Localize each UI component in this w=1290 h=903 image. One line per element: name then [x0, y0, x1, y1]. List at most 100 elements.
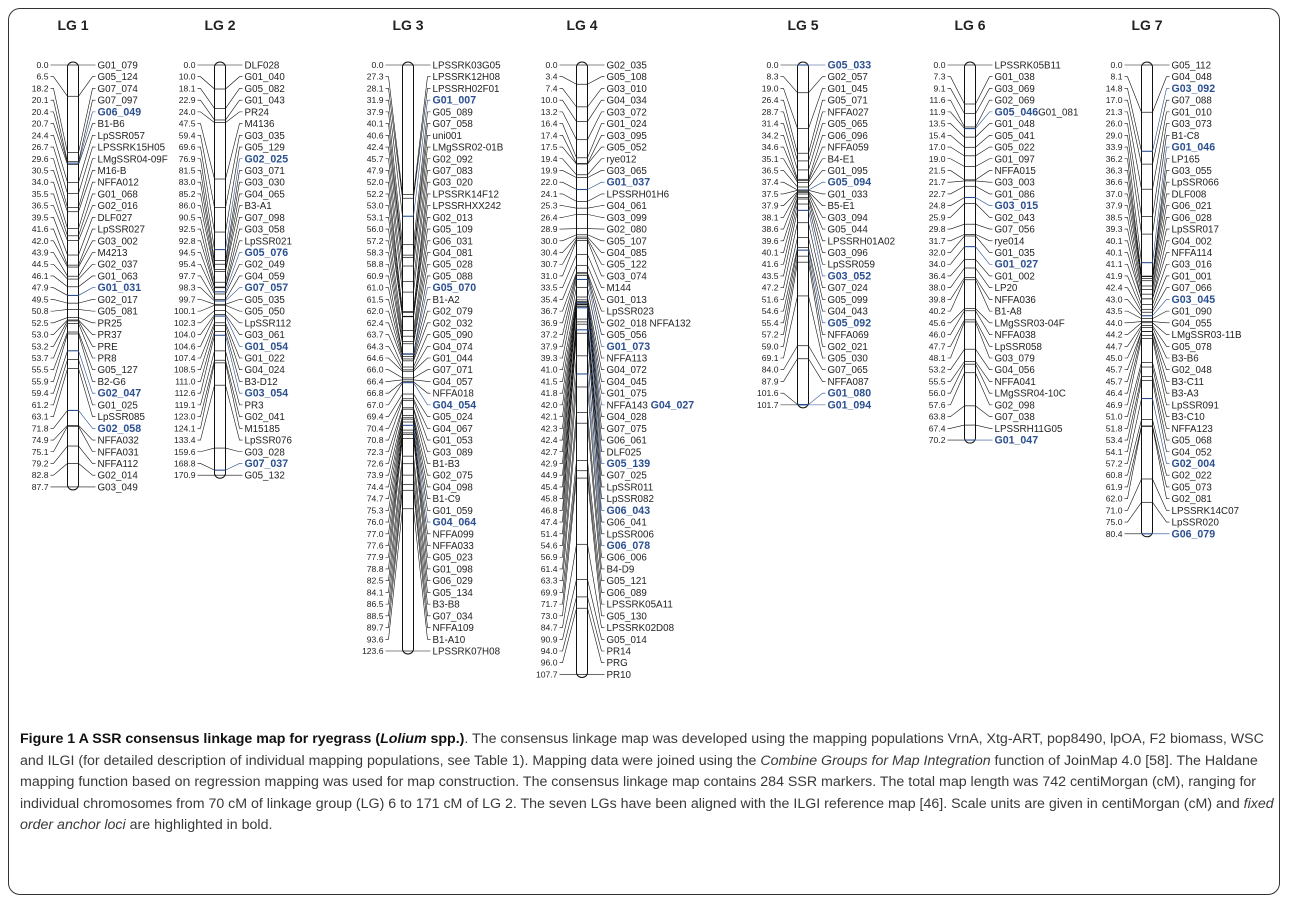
marker-connector [225, 158, 243, 250]
marker-label: G07_071 [433, 365, 473, 376]
position-connector [50, 240, 68, 268]
anchor-marker-label: G05_033 [828, 60, 872, 72]
position-connector [197, 299, 215, 305]
position-connector [1124, 205, 1142, 287]
figure-frame [8, 8, 1280, 895]
marker-label: NFFA143 G04_027 [607, 399, 695, 411]
marker-label: B1-A10 [433, 635, 466, 646]
position-connector [385, 430, 403, 535]
marker-label: G01_097 [995, 154, 1035, 165]
marker-connector [413, 425, 431, 523]
marker-label: G04_061 [607, 201, 647, 212]
marker-label: G05_088 [433, 271, 474, 282]
position-connector [385, 456, 403, 581]
marker-connector [225, 304, 243, 312]
anchor-marker-label: G01_054 [245, 341, 289, 353]
marker-label: LPSSRK15H05 [98, 143, 166, 154]
position-connector [1124, 88, 1142, 152]
locus-position: 90.5 [179, 212, 196, 222]
locus-position: 41.6 [32, 224, 49, 234]
marker-label: G07_024 [828, 283, 869, 294]
anchor-marker-label: G01_037 [607, 177, 651, 189]
marker-connector [1152, 76, 1170, 113]
locus-position: 45.7 [367, 154, 384, 164]
position-connector [385, 322, 403, 361]
marker-connector [225, 252, 243, 292]
marker-connector [413, 88, 431, 199]
position-connector [559, 319, 577, 476]
marker-connector [587, 386, 605, 558]
marker-connector [1152, 362, 1170, 417]
marker-connector [225, 111, 243, 123]
marker-label: B1-B3 [433, 459, 461, 470]
marker-label: G07_088 [1172, 96, 1213, 107]
position-connector [1124, 310, 1142, 319]
marker-label: PR24 [245, 107, 270, 118]
marker-label: G05_068 [1172, 436, 1213, 447]
position-connector [385, 419, 403, 499]
marker-label: LpSSR058 [995, 342, 1043, 353]
position-connector [385, 181, 403, 312]
locus-position: 43.5 [1106, 306, 1123, 316]
position-connector [559, 228, 577, 230]
locus-position: 34.0 [32, 177, 49, 187]
marker-connector [587, 319, 605, 476]
marker-connector [413, 135, 431, 258]
locus-position: 94.0 [541, 646, 558, 656]
marker-label: G05_052 [607, 143, 647, 154]
position-connector [1124, 321, 1142, 324]
marker-label: G02_043 [995, 213, 1036, 224]
position-connector [50, 146, 68, 194]
position-connector [559, 272, 577, 312]
marker-label: G05_130 [607, 611, 648, 622]
position-connector [50, 88, 68, 153]
marker-label: LpSSR020 [1172, 518, 1220, 529]
marker-label: G05_065 [828, 119, 869, 130]
marker-label: G03_089 [433, 447, 473, 458]
position-connector [947, 88, 965, 114]
marker-connector [225, 263, 243, 295]
locus-position: 64.3 [367, 341, 384, 351]
marker-connector [78, 240, 96, 268]
marker-connector [808, 392, 826, 405]
position-connector [385, 99, 403, 217]
position-connector [559, 579, 577, 640]
marker-connector [587, 193, 605, 202]
position-connector [947, 308, 965, 324]
locus-position: 38.5 [1106, 212, 1123, 222]
locus-position: 63.8 [929, 412, 946, 422]
locus-position: 34.6 [762, 142, 779, 152]
locus-position: 119.1 [175, 400, 196, 410]
marker-connector [78, 123, 96, 165]
marker-connector [413, 299, 431, 357]
marker-connector [413, 484, 431, 617]
position-connector [1124, 76, 1142, 113]
marker-connector [413, 345, 431, 371]
anchor-marker-label: G07_057 [245, 282, 289, 294]
locus-position: 70.8 [367, 435, 384, 445]
locus-position: 86.5 [367, 599, 384, 609]
marker-label: G01_040 [245, 72, 286, 83]
marker-label: DLF028 [245, 61, 280, 72]
marker-connector [1152, 135, 1170, 235]
marker-label: G04_056 [995, 365, 1036, 376]
marker-label: DLF008 [1172, 189, 1207, 200]
locus-position: 85.2 [179, 189, 196, 199]
marker-connector [587, 304, 605, 441]
locus-position: 93.6 [367, 634, 384, 644]
locus-position: 21.7 [929, 177, 946, 187]
position-connector [197, 240, 215, 288]
marker-label: LPSSRK12H08 [433, 72, 501, 83]
marker-connector [78, 275, 96, 288]
locus-position: 47.2 [762, 283, 779, 293]
locus-position: 42.4 [1106, 283, 1123, 293]
marker-connector [225, 463, 243, 471]
marker-connector [808, 256, 826, 335]
position-connector [385, 508, 403, 640]
marker-connector [1152, 299, 1170, 316]
position-connector [385, 490, 403, 628]
locus-position: 63.1 [32, 412, 49, 422]
marker-connector [413, 415, 431, 476]
locus-position: 19.0 [762, 83, 779, 93]
anchor-marker-label: G03_015 [995, 200, 1039, 212]
